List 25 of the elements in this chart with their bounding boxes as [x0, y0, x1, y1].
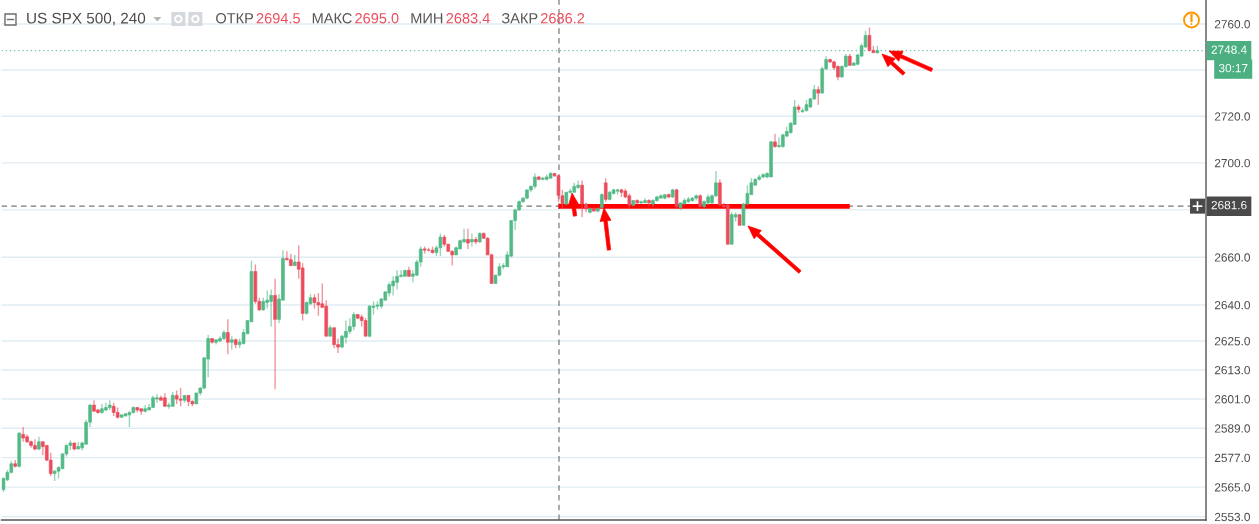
candlestick	[576, 179, 580, 190]
y-tick-label: 2660.0	[1214, 253, 1250, 262]
candlestick	[155, 393, 159, 404]
candlestick	[470, 232, 474, 248]
candlestick	[718, 178, 722, 206]
y-tick-label: 2601.0	[1214, 395, 1250, 404]
y-tick-label: 2613.0	[1214, 365, 1250, 375]
text: ОТКР 2694.5 МАКС 2695.0 МИН 2683.4 ЗАКР 2686.2	[216, 13, 585, 24]
text: US SPX 500, 240	[27, 12, 146, 26]
candlestick	[285, 250, 289, 262]
text: 30:17	[1218, 63, 1248, 73]
y-tick-label: 2760.0	[1214, 20, 1250, 29]
y-tick-label: 2577.0	[1214, 453, 1250, 463]
y-tick-label: 2565.0	[1214, 483, 1250, 492]
y-tick-label: 2553.0	[1214, 512, 1250, 522]
y-tick-label: 2625.0	[1214, 337, 1250, 346]
y-tick-label: 2589.0	[1214, 424, 1250, 433]
candlestick	[348, 317, 352, 335]
ref-line-label: 2748.4	[1211, 45, 1247, 54]
ref-line-label: 2681.6	[1211, 200, 1247, 210]
y-tick-label: 2640.0	[1214, 301, 1250, 310]
y-tick-label: 2700.0	[1214, 158, 1250, 168]
candlestick	[777, 136, 781, 149]
y-tick-label: 2720.0	[1214, 112, 1250, 121]
candlestick	[21, 426, 25, 443]
